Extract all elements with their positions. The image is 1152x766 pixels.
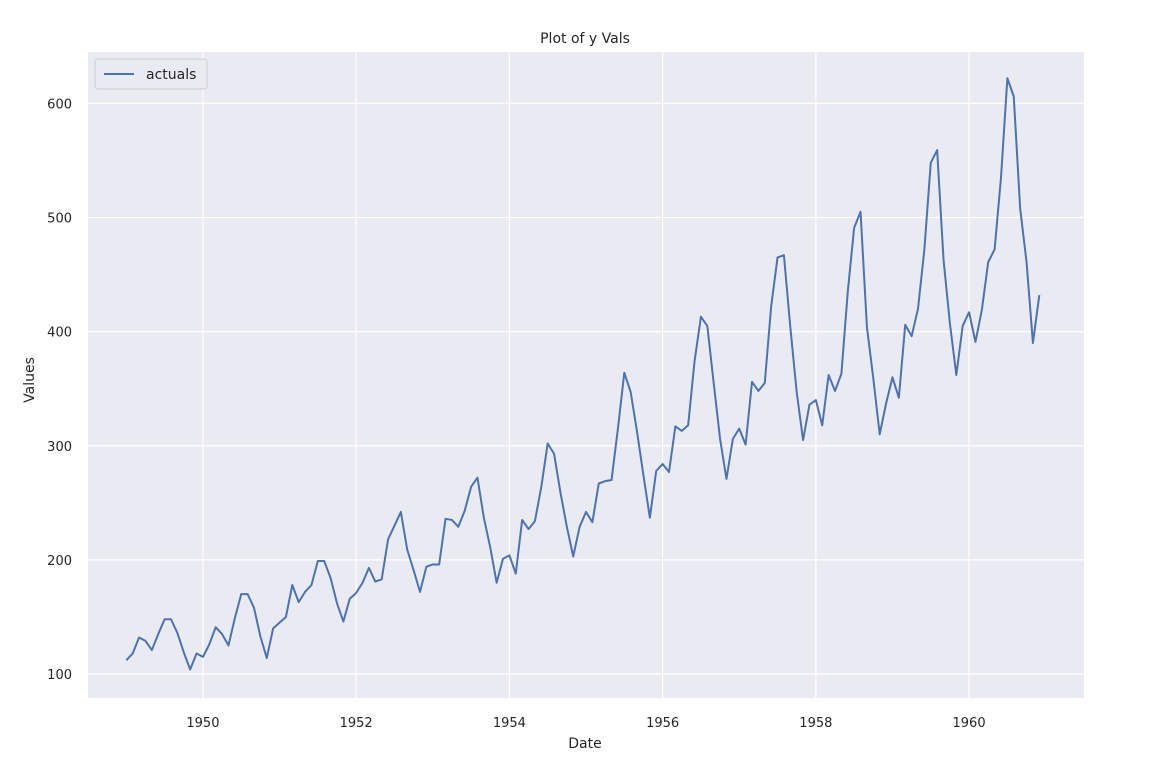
x-tick-label: 1960	[953, 716, 986, 731]
y-tick-label: 400	[47, 326, 72, 341]
chart-title: Plot of y Vals	[540, 31, 630, 47]
y-tick-label: 600	[47, 97, 72, 112]
x-tick-label: 1950	[186, 716, 219, 731]
series-group	[125, 77, 1041, 671]
y-tick-labels: 100 200 300 400 500 600	[47, 97, 72, 683]
grid-lines	[88, 52, 1084, 698]
x-tick-label: 1958	[799, 716, 832, 731]
plot-area	[88, 52, 1084, 698]
legend-box	[94, 58, 208, 90]
y-tick-label: 100	[47, 668, 72, 683]
x-tick-labels: 1950 1952 1954 1956 1958 1960	[186, 716, 985, 731]
x-tick-label: 1956	[646, 716, 679, 731]
legend-label: actuals	[146, 67, 196, 83]
y-tick-label: 300	[47, 440, 72, 455]
x-axis-title: Date	[568, 736, 601, 752]
y-tick-label: 200	[47, 554, 72, 569]
series-line-actuals	[125, 77, 1041, 671]
x-tick-label: 1954	[493, 716, 526, 731]
x-tick-label: 1952	[340, 716, 373, 731]
y-axis-title: Values	[22, 357, 38, 403]
legend: actuals	[94, 58, 208, 90]
y-tick-label: 500	[47, 211, 72, 226]
